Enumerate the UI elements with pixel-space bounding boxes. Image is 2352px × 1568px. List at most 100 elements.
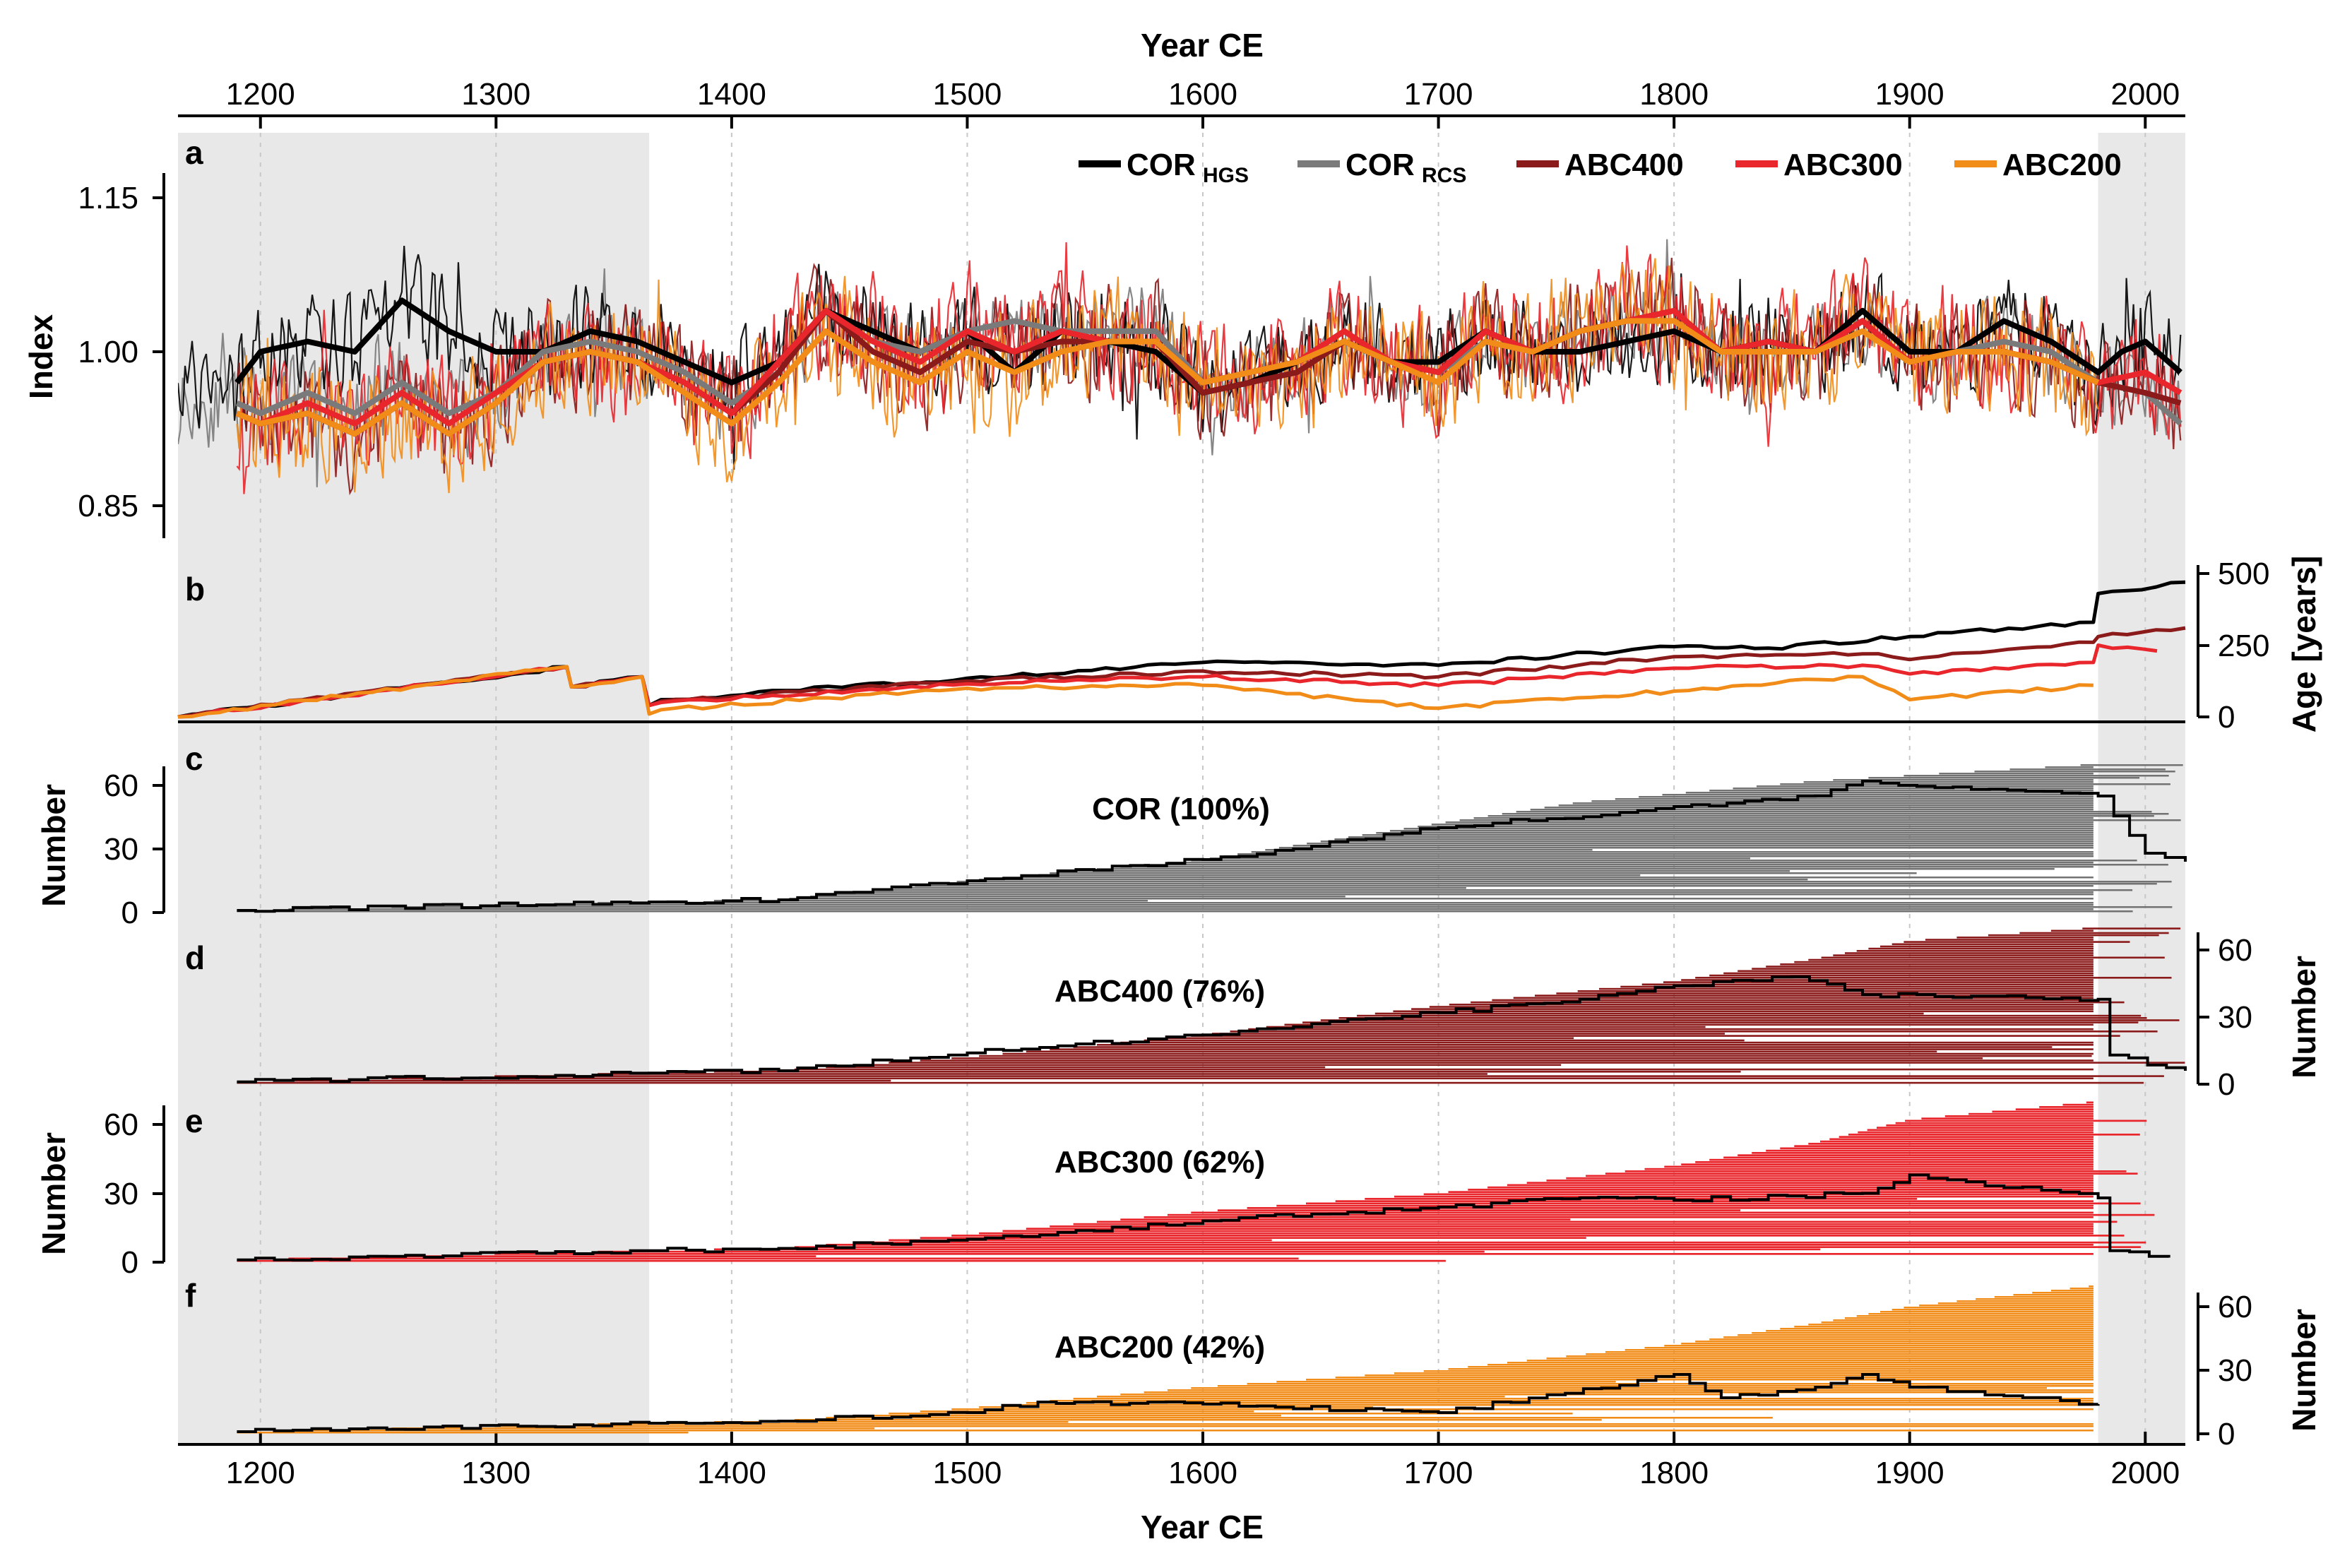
series-bar	[1620, 985, 2093, 988]
series-bar	[1558, 804, 2093, 807]
series-bar	[1780, 963, 2093, 966]
series-bar	[1335, 1377, 2093, 1379]
series-bar	[1738, 1154, 2093, 1156]
series-bar	[1605, 1351, 2093, 1353]
series-bar	[1685, 792, 2093, 794]
panel-d-title: ABC400 (76%)	[1055, 974, 1265, 1009]
sample-depth-line	[237, 1373, 2100, 1433]
legend-item-cor-hgs: COR HGS	[1079, 148, 1249, 187]
series-bar	[237, 1432, 689, 1434]
series-bar	[857, 1415, 1281, 1417]
series-bar	[1516, 811, 2152, 813]
series-bar	[1423, 1370, 2093, 1372]
series-bar	[1487, 815, 2154, 817]
svg-text:1600: 1600	[1168, 1456, 1237, 1490]
series-bar	[1639, 796, 2093, 798]
series-bar	[1002, 1404, 2093, 1406]
series-bar	[1168, 1037, 1574, 1040]
series-bar	[2089, 1285, 2093, 1288]
panel-d-ytick-2: 30	[2198, 1000, 2252, 1035]
series-bar	[889, 1413, 1573, 1415]
series-bar	[1903, 775, 2169, 777]
series-bar	[1050, 1400, 2093, 1402]
series-bar	[920, 1059, 2093, 1062]
series-bar	[2045, 766, 2093, 768]
series-bar	[1752, 1332, 2093, 1334]
series-bar	[2019, 932, 2169, 934]
series-bar	[1418, 826, 2093, 828]
series-bar	[1191, 860, 2137, 862]
series-bar	[1641, 983, 2093, 986]
series-bar	[1937, 1302, 2093, 1305]
series-bar	[1335, 1200, 2093, 1202]
series-bar	[1591, 800, 2093, 802]
series-bar	[1026, 1050, 1937, 1053]
series-bar	[1247, 1383, 2093, 1385]
series-bar	[1780, 1147, 2093, 1150]
series-bar	[889, 1239, 1272, 1242]
series-bar	[1868, 1313, 2093, 1315]
series-bar	[1050, 1048, 2093, 1050]
legend-item-abc300: ABC300	[1735, 148, 1903, 182]
series-bar	[1821, 956, 2165, 959]
series-bar	[1348, 836, 2093, 838]
series-bar	[288, 1079, 891, 1082]
series-bar	[1338, 1017, 2147, 1019]
panel-c-title: COR (100%)	[1092, 792, 1270, 826]
svg-text:1800: 1800	[1639, 77, 1709, 112]
series-bar	[1794, 961, 2093, 963]
panel-f-ylabel: Number	[2286, 1309, 2322, 1432]
series-bar	[1050, 872, 1917, 874]
series-bar	[1002, 877, 2093, 879]
series-bar	[1839, 1136, 2093, 1138]
panel-f-title: ABC200 (42%)	[1055, 1330, 1265, 1365]
series-bar	[2080, 764, 2183, 766]
series-bar	[2013, 1294, 2093, 1296]
panel-d: d 60 30 0 Number ABC400 (76%)	[185, 927, 2322, 1102]
series-bar	[1867, 1129, 2093, 1132]
series-bar	[1471, 1001, 2125, 1004]
series-bar	[1891, 943, 2093, 946]
panel-f-ytick-1: 60	[2198, 1290, 2252, 1324]
series-bar	[1681, 979, 2093, 981]
series-bar	[1223, 855, 2093, 857]
svg-text:1400: 1400	[697, 1456, 766, 1490]
series-bar	[1695, 1161, 2093, 1163]
series-bar	[1856, 1315, 2093, 1317]
series-bar	[1808, 1143, 2093, 1145]
bottom-tick-1900: 1900	[1875, 1432, 1944, 1490]
series-bar	[956, 881, 2172, 883]
series-bar	[1306, 1379, 2093, 1381]
series-bar	[1556, 992, 2093, 994]
series-bar	[1994, 1296, 2093, 1298]
panel-e-ytick-2: 30	[104, 1177, 164, 1211]
series-bar	[1120, 1394, 1723, 1396]
svg-text:2000: 2000	[2110, 77, 2180, 112]
annual-line-cor-rcs	[178, 239, 2182, 487]
series-bar	[1320, 841, 2093, 843]
series-bar	[1411, 1008, 2093, 1010]
series-bar	[1723, 972, 2093, 975]
series-bar	[889, 1062, 2185, 1064]
top-axis: 1200 1300 1400 1500 1600 1700 1800 1900 2000 Yea…	[178, 27, 2185, 129]
series-bar	[1487, 1186, 2093, 1189]
series-bar	[2062, 1103, 2093, 1106]
series-bar	[936, 883, 2157, 885]
series-bar	[1577, 990, 2093, 992]
series-bar	[1448, 1368, 2093, 1370]
svg-text:1700: 1700	[1404, 1456, 1473, 1490]
series-bar	[1307, 843, 2093, 845]
series-bar	[1886, 1124, 2093, 1127]
series-bar	[1681, 1163, 2093, 1165]
series-bar	[237, 910, 2133, 913]
series-bar	[1507, 1362, 2093, 1364]
series-bar	[1566, 1355, 2093, 1358]
top-tick-1200: 1200	[226, 77, 295, 129]
svg-text:250: 250	[2218, 629, 2269, 663]
panel-d-ytick-1: 60	[2198, 933, 2252, 968]
series-bar	[1217, 1385, 2093, 1387]
series-bar	[1389, 830, 2093, 832]
panel-b-ytick-2: 250	[2198, 629, 2269, 663]
bottom-axis: 1200 1300 1400 1500 1600 1700 1800 1900 2000 Yea…	[178, 1432, 2185, 1545]
series-bar	[1526, 1360, 2093, 1362]
